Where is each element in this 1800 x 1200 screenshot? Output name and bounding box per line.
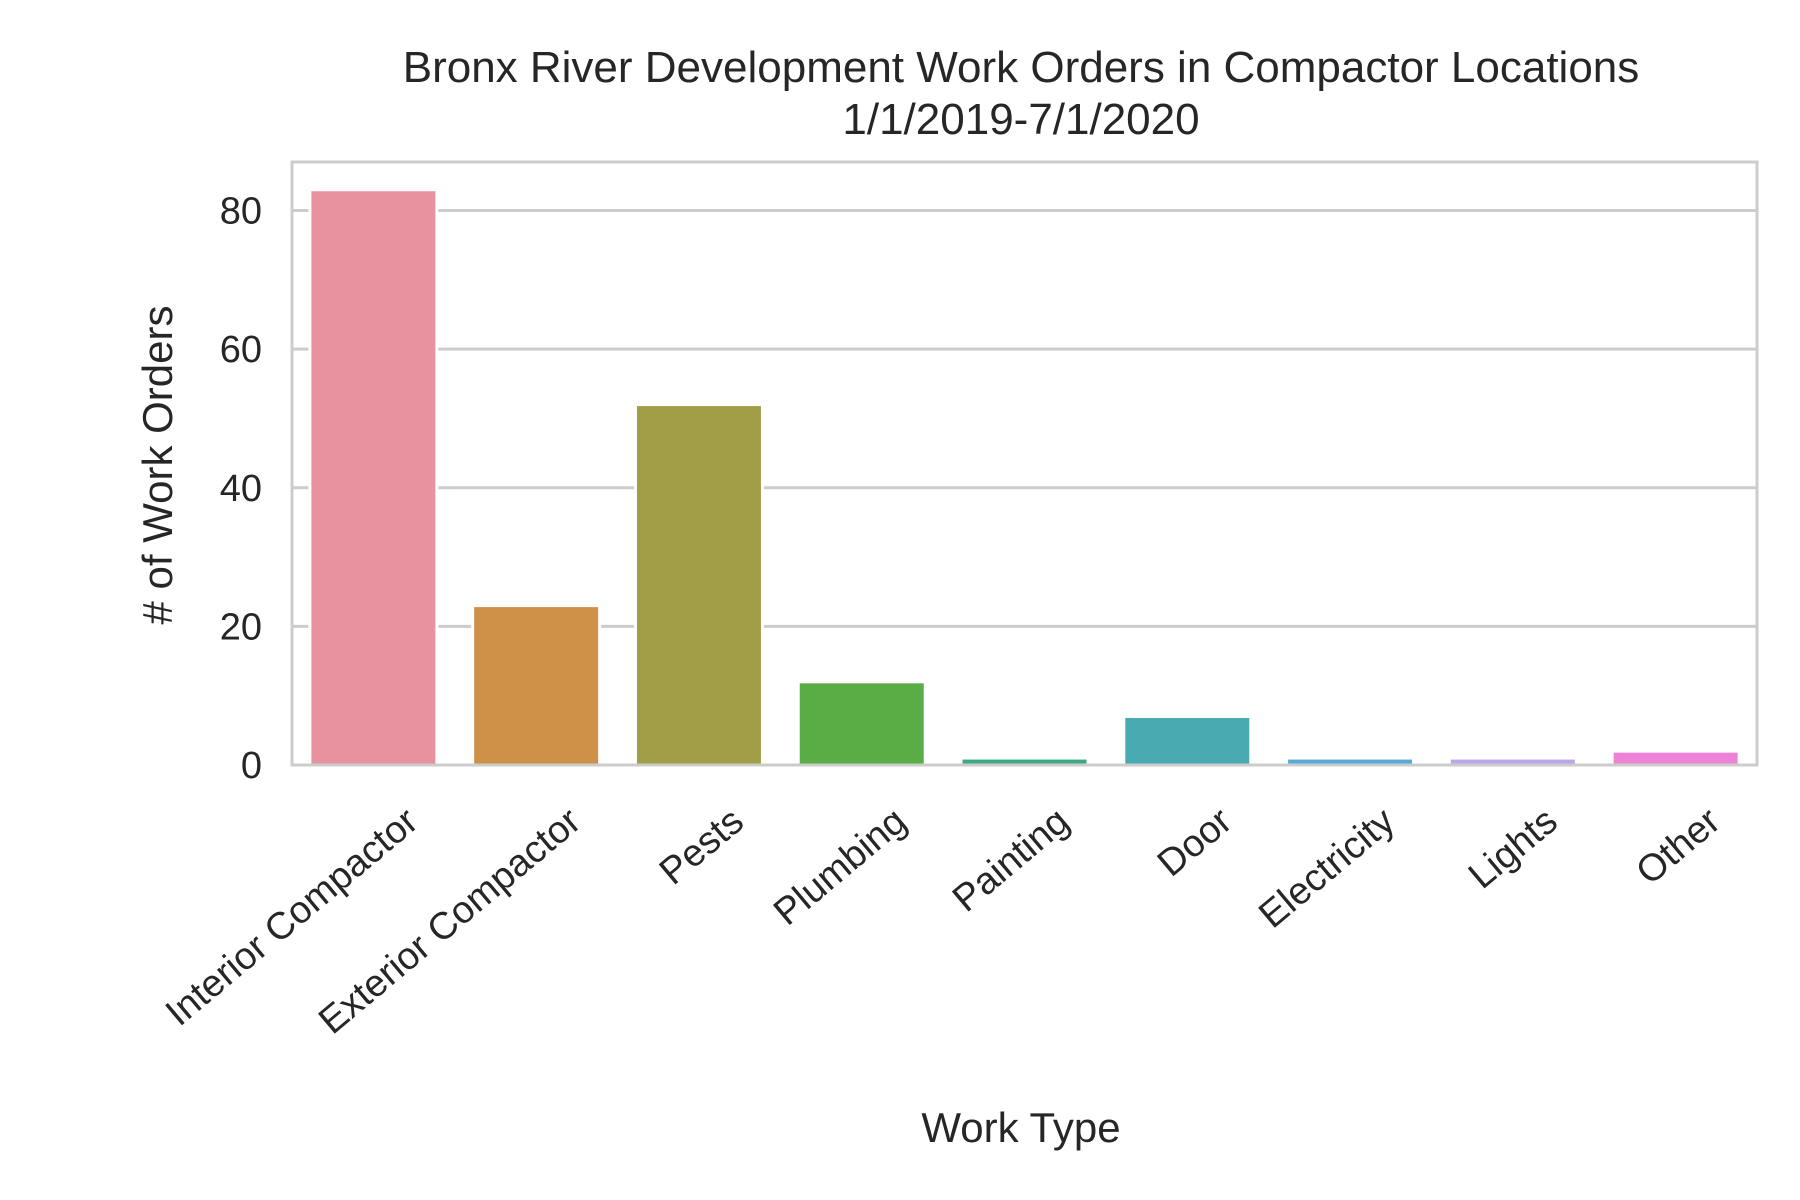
- y-tick-labels: 0 20 40 60 80: [220, 191, 262, 787]
- bar: [796, 680, 927, 767]
- gridlines: [292, 209, 1757, 628]
- y-tick-label: 40: [220, 468, 262, 510]
- bar: [308, 188, 439, 767]
- chart-title: Bronx River Development Work Orders in C…: [403, 43, 1640, 92]
- chart-subtitle: 1/1/2019-7/1/2020: [842, 95, 1199, 144]
- x-tick-label: Pests: [652, 800, 752, 893]
- bar: [1122, 714, 1253, 767]
- bars: [308, 188, 1741, 767]
- bar: [1610, 749, 1741, 767]
- x-tick-label: Door: [1150, 800, 1240, 885]
- x-tick-label: Painting: [945, 800, 1077, 920]
- x-tick-label: Exterior Compactor: [311, 800, 589, 1043]
- y-axis-label: # of Work Orders: [134, 306, 181, 625]
- y-tick-label: 0: [241, 745, 262, 787]
- y-tick-label: 20: [220, 606, 262, 648]
- x-tick-label: Lights: [1461, 800, 1566, 897]
- x-axis-label: Work Type: [921, 1104, 1120, 1151]
- x-tick-label: Electricity: [1251, 800, 1403, 937]
- x-tick-label: Other: [1629, 800, 1729, 893]
- plot-frame: [290, 160, 1759, 767]
- y-tick-label: 60: [220, 329, 262, 371]
- y-tick-label: 80: [220, 191, 262, 233]
- bar: [633, 403, 764, 767]
- x-tick-label: Plumbing: [766, 800, 914, 934]
- bar: [471, 604, 602, 767]
